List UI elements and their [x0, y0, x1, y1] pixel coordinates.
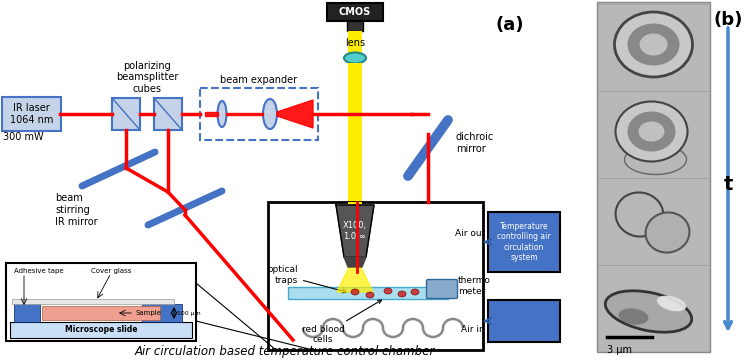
Text: beam
stirring
IR mirror: beam stirring IR mirror	[55, 193, 97, 227]
FancyBboxPatch shape	[2, 97, 61, 131]
Text: polarizing
beamsplitter
cubes: polarizing beamsplitter cubes	[116, 61, 178, 94]
Text: CMOS: CMOS	[339, 7, 371, 17]
Text: IR laser
1064 nm: IR laser 1064 nm	[10, 103, 53, 125]
Ellipse shape	[263, 99, 277, 129]
Ellipse shape	[624, 144, 686, 175]
Text: optical
traps: optical traps	[267, 265, 346, 293]
Ellipse shape	[615, 192, 664, 237]
FancyBboxPatch shape	[14, 304, 40, 322]
Polygon shape	[226, 113, 263, 115]
Ellipse shape	[344, 53, 366, 64]
Ellipse shape	[657, 296, 686, 311]
Text: Temperature
controlling air
circulation
system: Temperature controlling air circulation …	[498, 222, 551, 262]
FancyBboxPatch shape	[154, 98, 182, 130]
Ellipse shape	[639, 33, 667, 56]
FancyBboxPatch shape	[348, 31, 362, 61]
Text: Sample: Sample	[136, 310, 162, 316]
FancyBboxPatch shape	[288, 287, 448, 299]
Ellipse shape	[646, 212, 689, 253]
Ellipse shape	[618, 308, 649, 325]
Text: Microscope slide: Microscope slide	[65, 326, 137, 334]
FancyBboxPatch shape	[42, 306, 160, 320]
Ellipse shape	[217, 101, 226, 127]
Text: 300 mW: 300 mW	[3, 132, 44, 142]
Polygon shape	[336, 205, 374, 257]
Text: t: t	[723, 175, 732, 195]
Ellipse shape	[606, 291, 692, 332]
Ellipse shape	[384, 288, 392, 294]
FancyBboxPatch shape	[12, 299, 174, 304]
FancyBboxPatch shape	[427, 280, 458, 298]
Text: red blood
cells: red blood cells	[301, 300, 381, 344]
FancyBboxPatch shape	[10, 322, 192, 338]
Ellipse shape	[398, 291, 406, 297]
Text: 3 μm: 3 μm	[607, 345, 632, 355]
FancyBboxPatch shape	[327, 3, 383, 21]
Text: Adhesive tape: Adhesive tape	[14, 268, 63, 274]
Polygon shape	[344, 257, 366, 267]
FancyBboxPatch shape	[348, 202, 362, 257]
Text: beam expander: beam expander	[220, 75, 297, 85]
Polygon shape	[337, 267, 373, 292]
FancyBboxPatch shape	[347, 21, 363, 31]
FancyBboxPatch shape	[268, 202, 483, 350]
Text: Cover glass: Cover glass	[91, 268, 131, 274]
Text: Air out: Air out	[455, 229, 485, 238]
Text: thermo
meter: thermo meter	[458, 276, 491, 296]
Text: X100,
1.0/∞: X100, 1.0/∞	[343, 221, 367, 241]
FancyBboxPatch shape	[488, 212, 560, 272]
Ellipse shape	[366, 292, 374, 298]
FancyBboxPatch shape	[112, 98, 140, 130]
Text: Air circulation based temperature control chamber: Air circulation based temperature contro…	[135, 345, 435, 358]
Ellipse shape	[627, 111, 676, 151]
FancyBboxPatch shape	[6, 263, 196, 341]
Ellipse shape	[639, 122, 664, 142]
FancyBboxPatch shape	[348, 63, 362, 158]
Polygon shape	[277, 100, 313, 128]
Polygon shape	[205, 112, 218, 116]
Text: 100 µm: 100 µm	[177, 310, 201, 315]
Text: (b): (b)	[713, 11, 743, 29]
Text: lens: lens	[345, 38, 365, 48]
FancyBboxPatch shape	[348, 158, 362, 202]
Text: dichroic
mirror: dichroic mirror	[456, 132, 495, 154]
Ellipse shape	[627, 24, 680, 65]
FancyBboxPatch shape	[142, 304, 182, 322]
Ellipse shape	[615, 12, 692, 77]
Text: (a): (a)	[496, 16, 524, 34]
Text: Air in: Air in	[461, 325, 485, 334]
Ellipse shape	[411, 289, 419, 295]
FancyBboxPatch shape	[488, 300, 560, 342]
Ellipse shape	[615, 102, 688, 162]
FancyBboxPatch shape	[597, 2, 710, 352]
Ellipse shape	[351, 289, 359, 295]
